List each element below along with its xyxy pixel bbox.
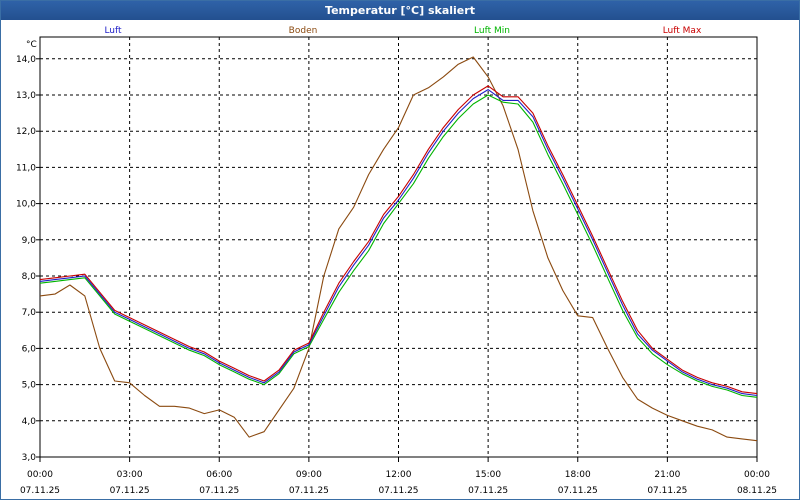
series-line-luft-min (39, 94, 758, 398)
legend-boden: Boden (289, 26, 318, 36)
y-tick-label: 12,0 (16, 127, 36, 137)
legend-luft: Luft (104, 26, 122, 36)
y-tick-label: 7,0 (22, 308, 37, 318)
x-tick-time-label: 00:00 (27, 470, 53, 480)
y-tick-label: 3,0 (22, 453, 37, 463)
y-tick-label: 8,0 (22, 272, 37, 282)
y-tick-label: 9,0 (22, 236, 37, 246)
y-tick-label: 14,0 (16, 55, 36, 65)
x-tick-date-label: 07.11.25 (647, 486, 687, 496)
x-tick-time-label: 09:00 (296, 470, 322, 480)
y-tick-label: 4,0 (22, 417, 37, 427)
y-axis-label: °C (26, 40, 37, 50)
x-tick-time-label: 03:00 (117, 470, 143, 480)
x-tick-time-label: 15:00 (475, 470, 501, 480)
x-tick-date-label: 07.11.25 (289, 486, 329, 496)
y-tick-label: 6,0 (22, 344, 37, 354)
series-line-luft (39, 89, 758, 397)
legend-luft-min: Luft Min (474, 26, 510, 36)
chart-title: Temperatur [°C] skaliert (1, 1, 799, 20)
y-tick-label: 10,0 (16, 200, 36, 210)
y-tick-label: 11,0 (16, 163, 36, 173)
x-tick-date-label: 07.11.25 (378, 486, 418, 496)
x-tick-date-label: 08.11.25 (737, 486, 777, 496)
y-tick-label: 5,0 (22, 381, 37, 391)
x-tick-date-label: 07.11.25 (110, 486, 150, 496)
series-line-boden (39, 56, 758, 442)
x-tick-date-label: 07.11.25 (468, 486, 508, 496)
x-tick-time-label: 12:00 (386, 470, 412, 480)
x-tick-time-label: 21:00 (654, 470, 680, 480)
x-tick-date-label: 07.11.25 (20, 486, 60, 496)
x-tick-date-label: 07.11.25 (558, 486, 598, 496)
y-tick-label: 13,0 (16, 91, 36, 101)
series-line-luft-max (39, 85, 758, 395)
x-tick-date-label: 07.11.25 (199, 486, 239, 496)
x-tick-time-label: 00:00 (744, 470, 770, 480)
x-tick-time-label: 06:00 (206, 470, 232, 480)
legend-luft-max: Luft Max (663, 26, 702, 36)
x-tick-time-label: 18:00 (565, 470, 591, 480)
